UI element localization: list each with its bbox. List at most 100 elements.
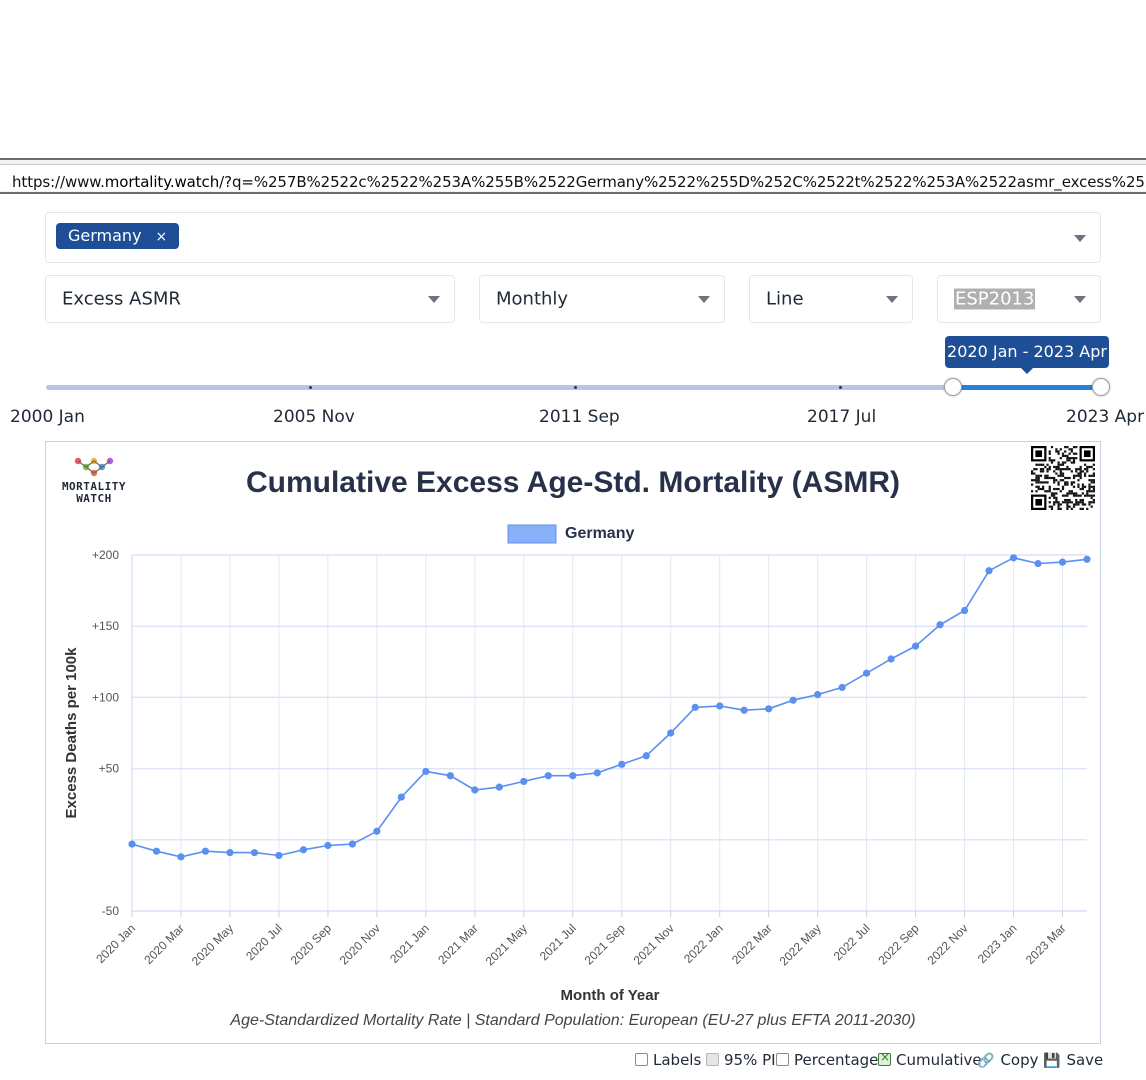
- data-point[interactable]: [691, 703, 699, 711]
- x-tick-label: 2021 Sep: [582, 921, 628, 967]
- data-point[interactable]: [299, 846, 308, 854]
- legend-swatch[interactable]: [507, 524, 557, 544]
- period-select[interactable]: Monthly: [479, 275, 725, 323]
- chevron-down-icon: [886, 296, 898, 303]
- data-point[interactable]: [716, 702, 724, 710]
- data-point[interactable]: [911, 642, 920, 650]
- data-point[interactable]: [520, 777, 528, 786]
- copy-button[interactable]: 🔗 Copy: [977, 1051, 1039, 1069]
- data-point[interactable]: [985, 567, 993, 575]
- y-tick-label: +150: [92, 619, 119, 633]
- data-point[interactable]: [177, 853, 185, 861]
- x-tick-label: 2023 Jan: [975, 921, 1020, 966]
- x-tick-label: 2020 Jul: [243, 921, 285, 963]
- x-tick-label: 2021 Nov: [631, 921, 677, 967]
- pi-option: 95% PI: [706, 1051, 776, 1069]
- data-point[interactable]: [936, 621, 944, 629]
- data-point[interactable]: [373, 827, 381, 835]
- link-icon: 🔗: [977, 1053, 995, 1069]
- data-point[interactable]: [471, 786, 479, 794]
- labels-option[interactable]: Labels: [635, 1051, 701, 1069]
- data-point[interactable]: [397, 793, 405, 801]
- url-text: https://www.mortality.watch/?q=%257B%252…: [12, 173, 1146, 191]
- data-point[interactable]: [1058, 558, 1067, 566]
- save-button[interactable]: 💾 Save: [1043, 1051, 1104, 1069]
- y-tick-label: +100: [92, 690, 119, 704]
- slider-selected-range[interactable]: [953, 385, 1101, 390]
- metric-value: Excess ASMR: [62, 288, 181, 310]
- legend-label[interactable]: Germany: [565, 525, 634, 542]
- x-tick-label: 2021 Jul: [537, 921, 579, 963]
- data-point[interactable]: [863, 669, 871, 677]
- data-point[interactable]: [814, 690, 822, 699]
- x-tick-label: 2022 Jan: [681, 921, 726, 966]
- logo-text: MORTALITY WATCH: [61, 480, 127, 505]
- percentage-option[interactable]: Percentage: [776, 1051, 878, 1069]
- x-tick-label: 2020 Jan: [93, 921, 138, 966]
- cumulative-option[interactable]: Cumulative: [878, 1050, 982, 1069]
- data-point[interactable]: [740, 706, 748, 714]
- data-point[interactable]: [960, 606, 969, 615]
- metric-select[interactable]: Excess ASMR: [45, 275, 455, 323]
- cumulative-checkbox[interactable]: [878, 1050, 891, 1066]
- data-point[interactable]: [593, 769, 601, 777]
- chip-remove-icon[interactable]: ×: [155, 229, 168, 245]
- x-tick-label: 2020 Mar: [141, 921, 187, 967]
- data-point[interactable]: [152, 847, 161, 855]
- x-tick-label: 2021 Mar: [435, 921, 481, 967]
- standard-population-select[interactable]: ESP2013: [937, 275, 1101, 323]
- data-point[interactable]: [275, 851, 283, 860]
- country-chip-label: Germany: [68, 226, 142, 245]
- data-point[interactable]: [250, 849, 259, 857]
- data-point[interactable]: [618, 760, 626, 768]
- data-point[interactable]: [1034, 559, 1042, 568]
- data-point[interactable]: [1083, 555, 1091, 563]
- data-point[interactable]: [789, 696, 797, 704]
- chart-type-value: Line: [766, 288, 804, 310]
- y-tick-label: +50: [99, 762, 120, 776]
- data-point[interactable]: [495, 783, 503, 791]
- address-bar[interactable]: https://www.mortality.watch/?q=%257B%252…: [0, 158, 1146, 194]
- address-field[interactable]: [0, 164, 1146, 191]
- chart-type-select[interactable]: Line: [749, 275, 913, 323]
- data-point[interactable]: [128, 840, 136, 848]
- x-tick-label: 2020 Nov: [337, 921, 383, 967]
- country-chip: Germany ×: [56, 223, 180, 249]
- chart-subtitle: Age-Standardized Mortality Rate | Standa…: [229, 1012, 915, 1029]
- floppy-disk-icon: 💾: [1043, 1053, 1061, 1069]
- y-tick-label: -50: [102, 904, 120, 918]
- data-point[interactable]: [887, 655, 895, 663]
- chevron-down-icon[interactable]: [1074, 234, 1086, 242]
- x-tick-label: 2020 Sep: [288, 921, 334, 967]
- data-point[interactable]: [544, 772, 552, 780]
- data-point[interactable]: [642, 752, 650, 760]
- x-tick-label: 2022 May: [777, 921, 824, 968]
- labels-checkbox[interactable]: [635, 1053, 648, 1066]
- data-point[interactable]: [838, 683, 846, 692]
- slider-label: 2011 Sep: [539, 407, 620, 427]
- country-select[interactable]: Germany ×: [45, 212, 1101, 263]
- data-point[interactable]: [1009, 554, 1018, 562]
- slider-label: 2000 Jan: [10, 407, 85, 427]
- data-point[interactable]: [348, 840, 356, 848]
- x-tick-label: 2021 Jan: [387, 921, 432, 966]
- chart-options-bar: Labels 95% PI Percentage Cumulative 🔗Cop…: [0, 1050, 1146, 1074]
- percentage-checkbox[interactable]: [776, 1053, 789, 1066]
- data-point[interactable]: [226, 849, 234, 857]
- data-point[interactable]: [446, 772, 454, 780]
- data-point[interactable]: [422, 767, 430, 776]
- x-tick-label: 2022 Nov: [924, 921, 970, 967]
- x-tick-label: 2022 Mar: [729, 921, 775, 967]
- slider-end-handle[interactable]: [1092, 378, 1110, 396]
- x-tick-label: 2022 Sep: [875, 921, 921, 967]
- data-point[interactable]: [569, 772, 577, 780]
- slider-tick: [574, 386, 577, 389]
- slider-tooltip: 2020 Jan - 2023 Apr: [945, 336, 1109, 374]
- data-point[interactable]: [667, 729, 675, 737]
- data-point[interactable]: [765, 705, 773, 713]
- slider-label: 2005 Nov: [273, 407, 355, 427]
- data-point[interactable]: [201, 847, 210, 855]
- data-point[interactable]: [324, 841, 332, 850]
- slider-start-handle[interactable]: [944, 378, 962, 396]
- pi-checkbox: [706, 1053, 719, 1066]
